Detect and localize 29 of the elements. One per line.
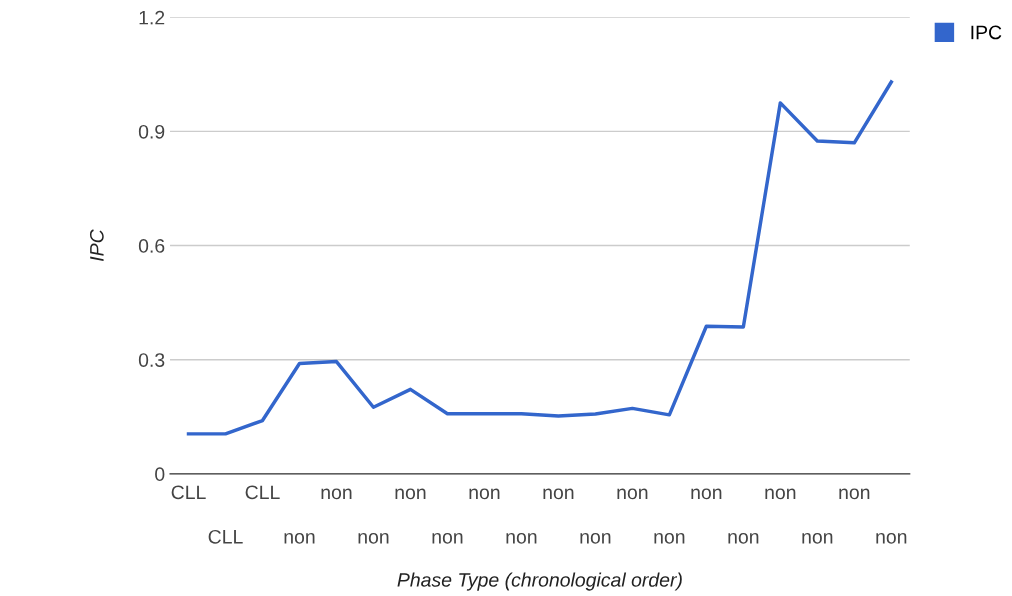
x-tick-label: non — [876, 533, 907, 544]
x-tick-label: non — [432, 533, 463, 544]
y-tick-label: 0.3 — [138, 353, 165, 367]
y-tick-label: 0 — [155, 467, 165, 482]
y-axis-title: IPC — [89, 229, 104, 261]
x-tick-label: non — [617, 488, 648, 500]
x-tick-label: non — [654, 533, 685, 544]
x-axis-title: Phase Type (chronological order) — [397, 572, 682, 591]
x-tick-label: non — [765, 488, 796, 500]
x-tick-label: non — [321, 488, 352, 500]
x-tick-label: non — [358, 533, 389, 544]
legend-label: IPC — [971, 25, 1002, 40]
x-tick-label: non — [395, 488, 426, 500]
x-tick-label: non — [580, 533, 611, 544]
y-tick-label: 1.2 — [139, 10, 165, 25]
y-tick-label: 0.9 — [138, 124, 165, 139]
x-tick-label: non — [543, 488, 574, 500]
x-tick-label: non — [284, 533, 315, 544]
x-tick-label: non — [802, 533, 833, 544]
x-tick-label: non — [728, 533, 759, 544]
x-tick-label: non — [506, 533, 537, 544]
x-tick-label: non — [691, 488, 722, 500]
x-tick-label: CLL — [208, 529, 243, 544]
x-tick-label: non — [469, 488, 500, 500]
x-tick-label: CLL — [245, 485, 280, 500]
line-series — [186, 80, 894, 436]
x-tick-label: CLL — [171, 485, 206, 500]
x-tick-label: non — [839, 488, 870, 500]
y-tick-label: 0.6 — [138, 239, 165, 253]
